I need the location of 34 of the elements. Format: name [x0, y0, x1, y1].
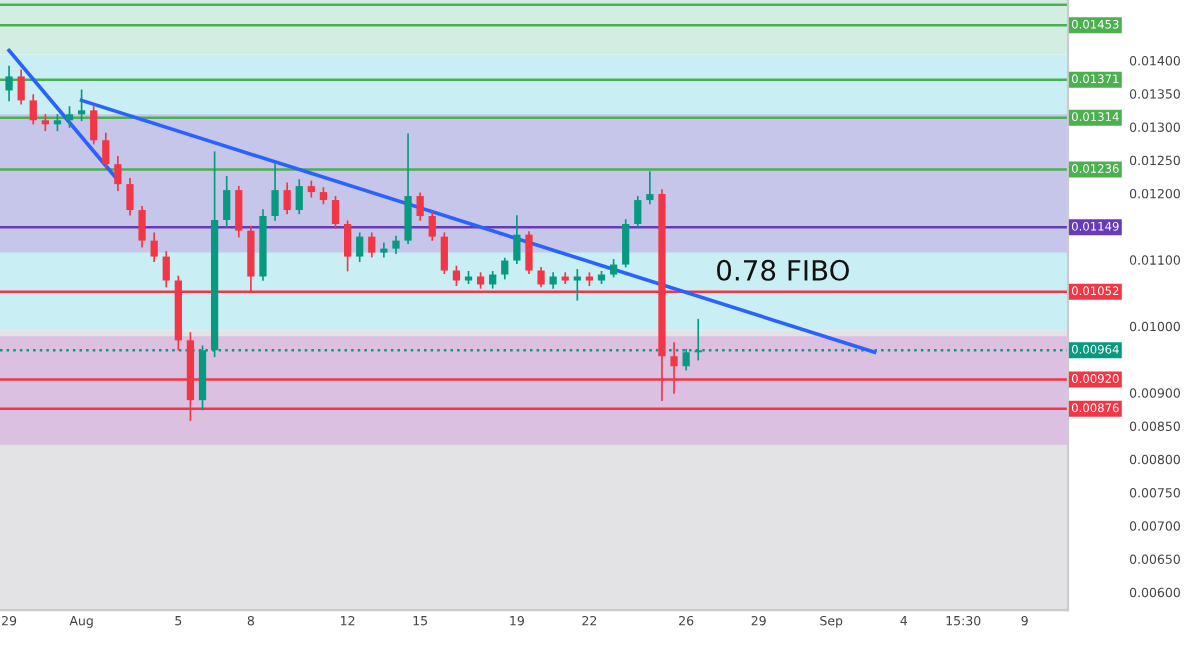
candlestick [331, 195, 340, 229]
candlestick [29, 94, 37, 125]
candlestick [525, 231, 533, 275]
candlestick [5, 65, 13, 102]
candlestick [646, 171, 654, 205]
candlestick [235, 185, 243, 238]
candlestick [295, 179, 303, 215]
candlestick [622, 219, 630, 268]
candlestick [102, 132, 110, 170]
candlestick [343, 220, 352, 272]
candlestick [283, 182, 291, 215]
candlestick [17, 69, 25, 105]
candlestick [501, 257, 509, 280]
candlestick [223, 175, 231, 228]
candlestick [77, 89, 86, 122]
candlestick [404, 133, 412, 245]
candlestick [138, 205, 146, 248]
candlestick [271, 163, 279, 221]
candlestick [356, 232, 364, 263]
candlestick [114, 156, 122, 191]
candlestick [150, 232, 158, 263]
candlestick [162, 251, 170, 288]
candlestick [380, 242, 388, 258]
candlestick [90, 106, 98, 145]
candlestick [368, 232, 376, 258]
candlestick [65, 106, 74, 128]
annotation: 0.78 FIBO [717, 259, 849, 281]
candlestick [634, 195, 642, 228]
candlestick [537, 267, 545, 288]
candlestick [513, 215, 521, 265]
candlestick [416, 192, 424, 221]
candlestick [126, 177, 134, 216]
candlestick [440, 232, 448, 275]
candlestick [428, 211, 436, 241]
